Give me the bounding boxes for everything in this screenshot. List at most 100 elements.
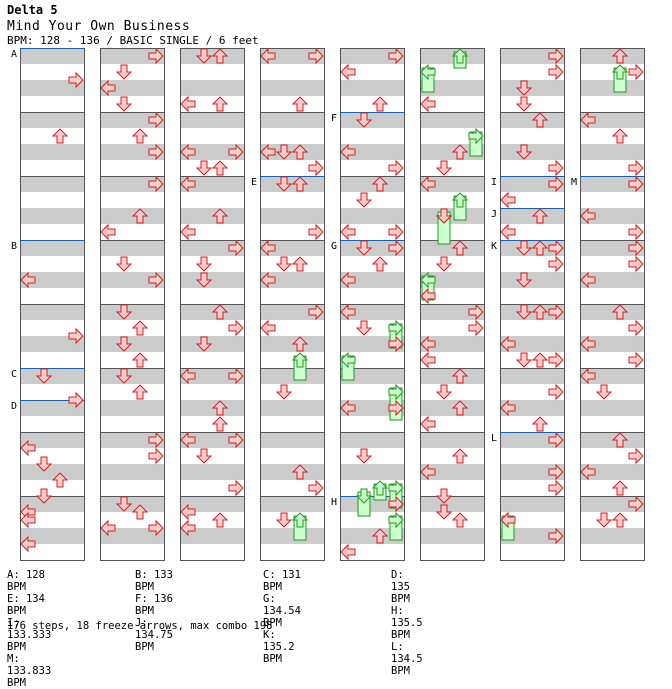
up-arrow	[211, 416, 229, 432]
row-stripe	[100, 448, 164, 464]
chart-column-7	[500, 48, 565, 561]
row-stripe	[180, 320, 244, 336]
row-stripe	[420, 464, 484, 480]
row-stripe	[340, 496, 404, 512]
row-stripe	[180, 208, 244, 224]
right-arrow	[548, 47, 564, 65]
row-stripe	[260, 432, 324, 448]
left-arrow	[180, 503, 196, 521]
down-arrow	[435, 208, 453, 224]
row-stripe	[420, 544, 484, 560]
row-stripe	[340, 144, 404, 160]
row-stripe	[500, 160, 564, 176]
left-arrow	[420, 95, 436, 113]
up-arrow	[611, 432, 629, 448]
row-stripe	[340, 432, 404, 448]
up-arrow	[371, 528, 389, 544]
row-stripe	[420, 336, 484, 352]
chart-info: BPM: 128 - 136 / BASIC SINGLE / 6 feet	[7, 34, 259, 47]
row-stripe	[260, 400, 324, 416]
row-stripe	[20, 48, 84, 64]
row-stripe	[100, 432, 164, 448]
row-stripe	[500, 128, 564, 144]
up-arrow	[531, 304, 549, 320]
down-arrow	[35, 368, 53, 384]
left-arrow	[340, 271, 356, 289]
down-arrow	[275, 384, 293, 400]
row-stripe	[20, 256, 84, 272]
row-stripe	[580, 320, 644, 336]
row-stripe	[20, 352, 84, 368]
right-arrow	[228, 239, 244, 257]
row-stripe	[20, 192, 84, 208]
down-arrow	[355, 448, 373, 464]
row-stripe	[500, 256, 564, 272]
up-arrow	[291, 96, 309, 112]
row-stripe	[180, 48, 244, 64]
column-border	[580, 48, 645, 561]
up-arrow	[211, 208, 229, 224]
bpm-entry-g: G: 134.54 BPM	[263, 593, 301, 629]
row-stripe	[340, 512, 404, 528]
down-arrow	[115, 496, 133, 512]
right-freeze-arrow-head	[468, 127, 484, 145]
row-stripe	[180, 64, 244, 80]
right-arrow	[68, 71, 84, 89]
row-stripe	[20, 224, 84, 240]
row-stripe	[20, 96, 84, 112]
row-stripe	[420, 512, 484, 528]
down-arrow	[275, 256, 293, 272]
row-stripe	[420, 400, 484, 416]
row-stripe	[420, 64, 484, 80]
chart-column-2	[100, 48, 165, 561]
right-arrow	[388, 239, 404, 257]
left-arrow	[180, 95, 196, 113]
row-stripe	[180, 512, 244, 528]
up-arrow	[131, 352, 149, 368]
row-stripe	[580, 128, 644, 144]
row-stripe	[500, 288, 564, 304]
row-stripe	[260, 320, 324, 336]
row-stripe	[500, 432, 564, 448]
left-arrow	[420, 415, 436, 433]
left-arrow	[340, 223, 356, 241]
row-stripe	[500, 496, 564, 512]
up-arrow	[211, 512, 229, 528]
right-arrow	[228, 479, 244, 497]
up-arrow	[531, 352, 549, 368]
row-stripe	[420, 272, 484, 288]
left-arrow	[20, 535, 36, 553]
bpm-entry-a: A: 128 BPM	[7, 569, 45, 593]
up-arrow	[131, 128, 149, 144]
down-arrow	[115, 96, 133, 112]
row-stripe	[500, 48, 564, 64]
row-stripe	[180, 192, 244, 208]
row-stripe	[500, 192, 564, 208]
row-stripe	[100, 224, 164, 240]
row-stripe	[180, 272, 244, 288]
down-arrow	[515, 240, 533, 256]
bpm-marker-c: C	[11, 369, 17, 380]
row-stripe	[180, 112, 244, 128]
row-stripe	[420, 416, 484, 432]
row-stripe	[20, 272, 84, 288]
left-arrow	[260, 239, 276, 257]
row-stripe	[580, 48, 644, 64]
row-stripe	[100, 544, 164, 560]
bpm-entry-m: M: 133.833 BPM	[7, 653, 52, 689]
row-stripe	[580, 416, 644, 432]
row-stripe	[340, 544, 404, 560]
up-freeze-arrow-head	[611, 64, 629, 80]
row-stripe	[260, 128, 324, 144]
left-arrow	[420, 175, 436, 193]
row-stripe	[500, 416, 564, 432]
row-stripe	[260, 144, 324, 160]
left-arrow	[340, 63, 356, 81]
down-arrow	[435, 384, 453, 400]
row-stripe	[500, 80, 564, 96]
row-stripe	[580, 176, 644, 192]
down-arrow	[115, 336, 133, 352]
row-stripe	[180, 480, 244, 496]
row-stripe	[580, 448, 644, 464]
row-stripe	[180, 544, 244, 560]
